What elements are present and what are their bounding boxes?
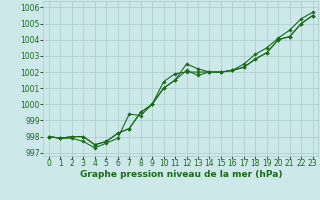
X-axis label: Graphe pression niveau de la mer (hPa): Graphe pression niveau de la mer (hPa) (80, 170, 282, 179)
